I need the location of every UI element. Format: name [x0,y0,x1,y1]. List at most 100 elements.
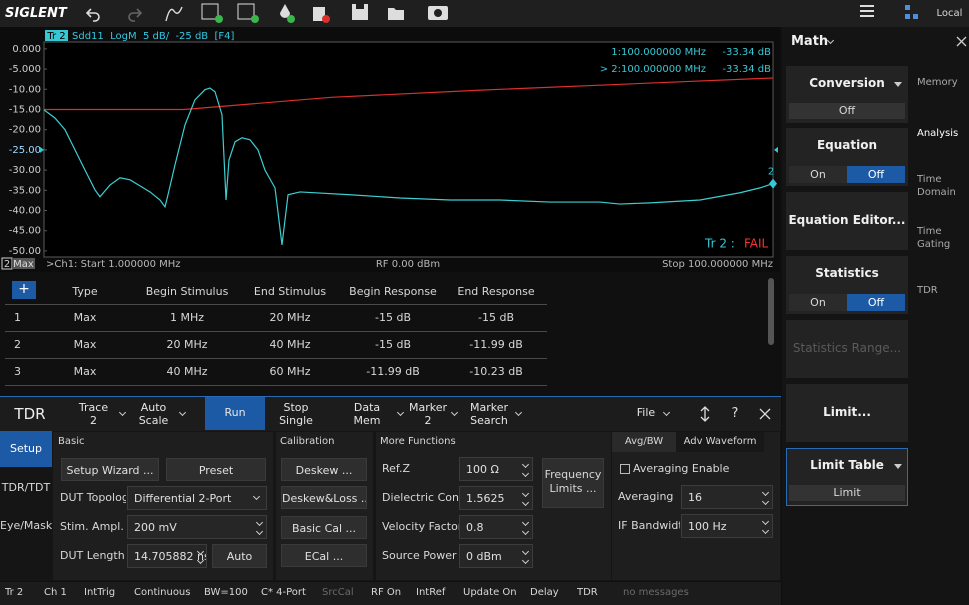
table-header: End Stimulus [253,285,327,298]
marker-icon[interactable] [165,6,183,22]
button[interactable]: ECal ... [281,544,367,567]
toolbar-button-label[interactable]: Run [224,406,246,419]
table-cell[interactable]: 20 MHz [166,338,208,351]
side-tab[interactable]: Eye/Mask [0,519,52,532]
toolbar-button-label[interactable]: Scale [138,414,169,427]
field-input[interactable]: Differential 2-Port [127,486,267,510]
table-cell[interactable]: Max [73,365,97,378]
table-cell[interactable]: 20 MHz [269,311,311,324]
button[interactable]: Setup Wizard ... [61,458,159,481]
field-input[interactable]: 0.8 [459,515,533,539]
card-title[interactable]: Statistics [815,266,879,280]
toolbar-button-label[interactable]: Stop [283,401,309,414]
table-header: Type [72,285,98,298]
toolbar-button-label[interactable]: Auto [140,401,167,414]
toggle-on[interactable]: On [789,166,847,183]
run-button-bg[interactable] [205,397,265,430]
toolbar-button-label[interactable]: Mem [353,414,381,427]
button[interactable]: Preset [166,458,266,481]
field-label: IF Bandwidth [618,519,680,532]
button[interactable] [542,458,604,508]
field-input[interactable]: 100 Hz [681,514,773,538]
trace-line [43,87,774,245]
table-cell[interactable]: 40 MHz [269,338,311,351]
table-cell[interactable]: -15 dB [375,311,411,324]
y-tick-label: -5.000 [9,64,41,75]
field-input[interactable]: 16 [681,485,773,509]
card-value[interactable]: Off [789,103,905,119]
toolbar-button-label[interactable]: 2 [424,414,432,427]
side-tab[interactable]: Setup [0,431,52,467]
side-menu-tab[interactable]: Memory [917,77,958,88]
field-input[interactable]: 0 dBm [459,544,533,568]
field-input[interactable]: 1.5625 [459,486,533,510]
side-menu-tab[interactable]: Time [917,226,942,237]
table-cell[interactable]: -11.99 dB [366,365,420,378]
table-cell[interactable]: Max [73,311,97,324]
checkbox[interactable] [620,464,630,474]
toolbar-button-label[interactable]: Data [353,401,381,414]
undo-icon[interactable] [85,8,100,22]
table-header: Begin Stimulus [145,285,229,298]
table-cell[interactable]: Max [73,338,97,351]
network-icon[interactable] [905,5,910,10]
table-cell[interactable]: 40 MHz [166,365,208,378]
toolbar-button-label[interactable]: Marker [469,401,509,414]
card-title[interactable]: Equation Editor... [788,213,906,227]
field-input[interactable]: 14.705882 ns [127,544,207,568]
side-menu-tab[interactable]: Time [917,174,942,185]
button[interactable]: Deskew&Loss ... [281,486,367,509]
help-button[interactable]: ? [731,406,739,421]
trace-icon[interactable] [201,3,219,20]
field-input[interactable]: 200 mV [127,515,267,539]
button-label[interactable]: Limits ... [549,482,597,495]
toolbar-button-label[interactable]: 2 [90,414,97,427]
button[interactable]: Basic Cal ... [281,516,367,539]
toolbar-button-label[interactable]: Search [470,414,508,427]
field-label: Stim. Ampl. [60,520,124,533]
y-tick-label: -10.00 [9,84,41,95]
side-menu-tab[interactable]: Gating [917,239,951,250]
table-cell[interactable]: 60 MHz [269,365,311,378]
limit-add-button[interactable]: + [12,281,36,299]
panel-tab[interactable]: Adv Waveform [676,432,764,452]
table-cell[interactable]: 1 MHz [169,311,205,324]
panel-tab[interactable]: Avg/BW [612,432,676,452]
card-value[interactable]: Limit [789,485,905,501]
channel-icon[interactable] [237,3,255,20]
table-cell[interactable]: -15 dB [478,311,514,324]
menu-icon[interactable] [860,5,874,7]
field-label: Ref.Z [382,462,411,475]
redo-icon[interactable] [128,8,143,22]
card-title[interactable]: Limit Table [810,458,884,472]
table-cell[interactable]: -15 dB [375,338,411,351]
toolbar-button-label[interactable]: Trace [78,401,109,414]
panel-title: Math [791,34,829,49]
side-menu-tab[interactable]: Domain [917,187,956,198]
toolbar-button-label[interactable]: File [636,406,656,419]
network-icon [905,14,910,19]
table-cell[interactable]: -10.23 dB [469,365,523,378]
side-tab[interactable]: TDR/TDT [1,481,51,494]
toolbar-button-label[interactable]: Marker [408,401,448,414]
card-title[interactable]: Conversion [809,76,885,90]
toolbar-button-label[interactable]: Single [279,414,313,427]
side-menu-tab[interactable]: TDR [917,285,938,296]
card-title[interactable]: Equation [816,138,878,152]
card-title[interactable]: Limit... [823,405,871,419]
toggle-off[interactable]: Off [847,166,905,183]
delete-icon[interactable] [313,7,325,21]
table-cell[interactable]: -11.99 dB [469,338,523,351]
side-menu-tab[interactable]: Analysis [917,128,959,139]
field-input[interactable]: 100 Ω [459,457,533,481]
function-card[interactable] [786,384,908,442]
button-label[interactable]: Frequency [544,468,602,481]
marker-add-icon[interactable] [280,4,290,18]
toggle-on[interactable]: On [789,294,847,311]
button[interactable]: Auto [212,544,267,568]
open-icon[interactable] [388,8,404,20]
local-status: Local [936,8,963,19]
button[interactable]: Deskew ... [281,458,367,481]
function-card[interactable] [786,192,908,250]
toggle-off[interactable]: Off [847,294,905,311]
